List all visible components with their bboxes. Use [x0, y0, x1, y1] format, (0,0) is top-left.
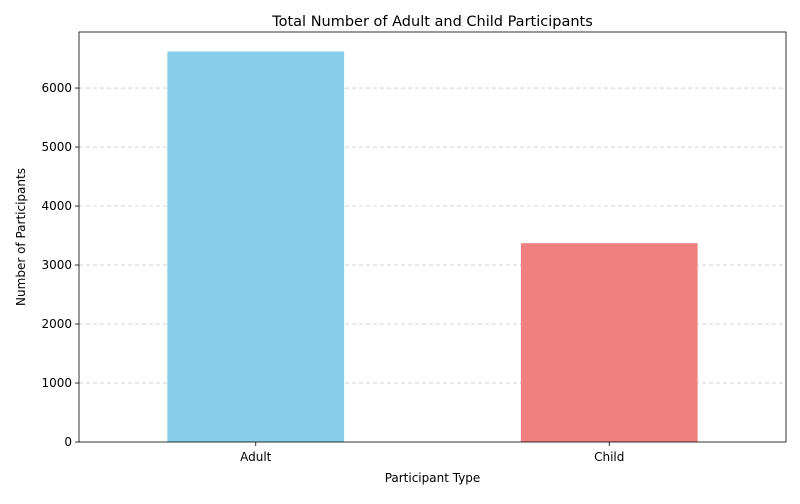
y-tick-label: 2000 — [41, 317, 72, 331]
plot-frame — [78, 31, 787, 443]
bar-child — [520, 243, 698, 442]
y-tick-label: 1000 — [41, 376, 72, 390]
x-axis-label: Participant Type — [385, 471, 481, 485]
y-tick-label: 5000 — [41, 140, 72, 154]
y-tick-label: 3000 — [41, 258, 72, 272]
y-axis-ticks: 0 1000 2000 3000 4000 5000 6000 — [41, 81, 79, 449]
bar-adult — [167, 51, 345, 443]
y-tick-label: 0 — [64, 435, 72, 449]
x-axis-ticks: Adult Child — [240, 442, 624, 464]
y-tick-label: 4000 — [41, 199, 72, 213]
y-tick-label: 6000 — [41, 81, 72, 95]
x-tick-label: Adult — [240, 450, 272, 464]
x-tick-label: Child — [594, 450, 624, 464]
chart-title: Total Number of Adult and Child Particip… — [271, 14, 593, 30]
y-axis-label: Number of Participants — [14, 168, 28, 306]
bars — [167, 51, 698, 443]
